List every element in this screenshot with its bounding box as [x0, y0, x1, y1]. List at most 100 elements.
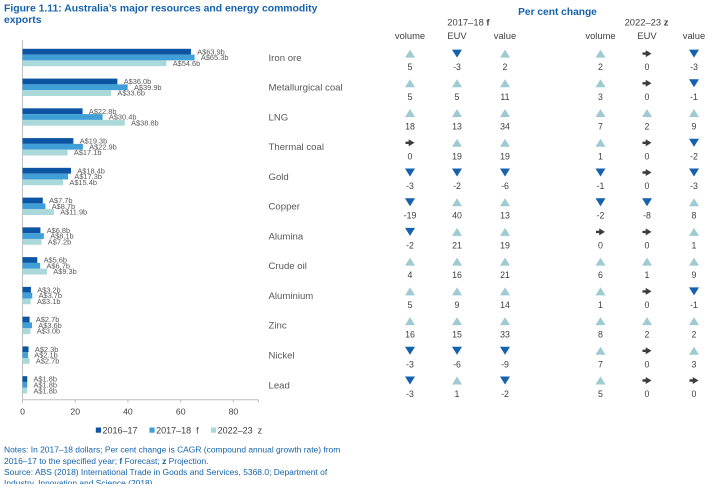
svg-text:40: 40 — [452, 211, 462, 221]
svg-text:Figure 1.11: Australia’s major: Figure 1.11: Australia’s major resources… — [4, 4, 318, 15]
svg-text:2: 2 — [645, 330, 650, 340]
svg-text:0: 0 — [20, 406, 25, 416]
svg-text:A$7.2b: A$7.2b — [48, 238, 71, 247]
svg-text:-2: -2 — [406, 240, 414, 250]
svg-text:80: 80 — [229, 406, 239, 416]
svg-text:Industry, Innovation and Scien: Industry, Innovation and Science (2018) — [4, 478, 153, 484]
svg-text:Metallurgical coal: Metallurgical coal — [269, 83, 343, 94]
svg-text:A$33.6b: A$33.6b — [117, 89, 145, 98]
svg-text:-2: -2 — [501, 389, 509, 399]
svg-text:-3: -3 — [406, 389, 414, 399]
svg-text:A$65.3b: A$65.3b — [201, 53, 229, 62]
svg-text:volume: volume — [395, 30, 425, 41]
svg-text:-2: -2 — [597, 211, 605, 221]
svg-text:60: 60 — [176, 406, 186, 416]
svg-text:21: 21 — [452, 240, 462, 250]
svg-text:A$39.9b: A$39.9b — [134, 83, 162, 92]
svg-text:6: 6 — [598, 270, 603, 280]
svg-text:2: 2 — [645, 122, 650, 132]
svg-text:19: 19 — [500, 240, 510, 250]
svg-text:13: 13 — [500, 211, 510, 221]
svg-text:Lead: Lead — [269, 380, 290, 391]
svg-text:A$54.6b: A$54.6b — [173, 59, 201, 68]
svg-text:A$3.0b: A$3.0b — [37, 327, 60, 336]
svg-text:Aluminium: Aluminium — [269, 291, 314, 302]
svg-text:5: 5 — [408, 300, 413, 310]
svg-text:-3: -3 — [406, 359, 414, 369]
svg-text:33: 33 — [500, 330, 510, 340]
svg-text:5: 5 — [455, 92, 460, 102]
svg-text:value: value — [683, 30, 705, 41]
svg-text:EUV: EUV — [637, 30, 657, 41]
svg-text:7: 7 — [598, 122, 603, 132]
svg-text:18: 18 — [405, 122, 415, 132]
svg-text:0: 0 — [692, 389, 697, 399]
svg-text:A$1.8b: A$1.8b — [34, 381, 57, 390]
svg-text:5: 5 — [598, 389, 603, 399]
svg-text:A$1.8b: A$1.8b — [34, 375, 57, 384]
svg-text:2022–23 z: 2022–23 z — [218, 425, 263, 435]
svg-text:2016–17: 2016–17 — [103, 425, 138, 435]
svg-text:2: 2 — [598, 62, 603, 72]
svg-text:34: 34 — [500, 122, 510, 132]
svg-text:40: 40 — [123, 406, 133, 416]
svg-text:Notes: In 2017–18 dollars; Per: Notes: In 2017–18 dollars; Per cent chan… — [4, 444, 340, 454]
svg-text:0: 0 — [645, 240, 650, 250]
svg-text:A$9.3b: A$9.3b — [53, 267, 76, 276]
svg-text:13: 13 — [452, 122, 462, 132]
svg-text:2017–18 f: 2017–18 f — [156, 425, 199, 435]
svg-text:2022–23 z: 2022–23 z — [625, 17, 669, 28]
svg-text:2017–18 f: 2017–18 f — [447, 17, 490, 28]
svg-text:0: 0 — [645, 359, 650, 369]
svg-text:-3: -3 — [690, 181, 698, 191]
svg-text:Gold: Gold — [269, 172, 289, 183]
svg-text:A$15.4b: A$15.4b — [69, 178, 97, 187]
svg-text:16: 16 — [452, 270, 462, 280]
svg-text:A$8.1b: A$8.1b — [50, 232, 73, 241]
svg-text:1: 1 — [598, 151, 603, 161]
svg-text:A$3.1b: A$3.1b — [37, 297, 60, 306]
svg-text:A$6.7b: A$6.7b — [47, 261, 70, 270]
svg-text:A$17.3b: A$17.3b — [74, 172, 102, 181]
svg-text:Zinc: Zinc — [269, 321, 287, 332]
svg-text:-6: -6 — [453, 359, 461, 369]
svg-text:2: 2 — [503, 62, 508, 72]
svg-text:A$6.8b: A$6.8b — [47, 226, 70, 235]
svg-text:A$2.3b: A$2.3b — [35, 345, 58, 354]
svg-text:0: 0 — [645, 92, 650, 102]
svg-text:Per cent change: Per cent change — [518, 7, 597, 18]
svg-text:19: 19 — [500, 151, 510, 161]
svg-text:Alumina: Alumina — [269, 232, 304, 243]
svg-text:A$2.1b: A$2.1b — [34, 351, 57, 360]
svg-text:value: value — [494, 30, 516, 41]
svg-text:Iron ore: Iron ore — [269, 53, 302, 64]
svg-text:-6: -6 — [501, 181, 509, 191]
svg-text:0: 0 — [645, 181, 650, 191]
svg-text:8: 8 — [598, 330, 603, 340]
svg-text:5: 5 — [408, 92, 413, 102]
svg-text:0: 0 — [408, 151, 413, 161]
svg-text:A$38.8b: A$38.8b — [131, 118, 159, 127]
svg-text:0: 0 — [645, 389, 650, 399]
svg-text:-2: -2 — [453, 181, 461, 191]
svg-text:21: 21 — [500, 270, 510, 280]
svg-text:3: 3 — [598, 92, 603, 102]
svg-text:19: 19 — [452, 151, 462, 161]
svg-text:4: 4 — [408, 270, 413, 280]
svg-text:A$3.7b: A$3.7b — [39, 291, 62, 300]
svg-text:0: 0 — [645, 62, 650, 72]
svg-text:-8: -8 — [643, 211, 651, 221]
svg-text:A$22.8b: A$22.8b — [89, 107, 117, 116]
svg-text:A$30.4b: A$30.4b — [109, 113, 137, 122]
svg-text:1: 1 — [455, 389, 460, 399]
svg-text:-19: -19 — [404, 211, 417, 221]
svg-text:0: 0 — [645, 300, 650, 310]
svg-text:Nickel: Nickel — [269, 351, 295, 362]
svg-text:-3: -3 — [406, 181, 414, 191]
svg-text:-2: -2 — [690, 151, 698, 161]
svg-text:A$2.7b: A$2.7b — [36, 357, 59, 366]
svg-text:5: 5 — [408, 62, 413, 72]
svg-text:Crude oil: Crude oil — [269, 261, 307, 272]
svg-text:A$22.9b: A$22.9b — [89, 142, 117, 151]
svg-text:A$7.7b: A$7.7b — [49, 196, 72, 205]
